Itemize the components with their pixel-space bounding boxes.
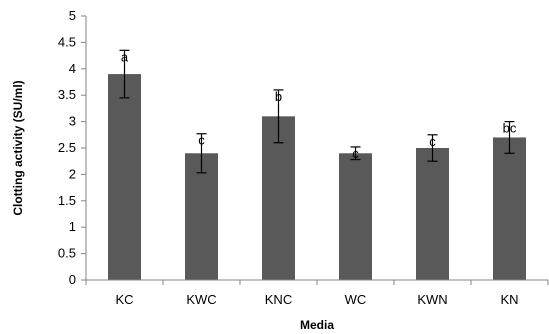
bar-wc: [339, 153, 372, 280]
y-tick-label: 0: [69, 272, 76, 287]
y-axis-title: Clotting activity (SU/ml): [11, 80, 25, 215]
error-bar-kwn: [427, 134, 438, 162]
significance-label: c: [352, 146, 359, 161]
y-tick-label: 0.5: [58, 246, 76, 261]
significance-label: c: [198, 133, 205, 148]
bar-kwc: [185, 153, 218, 280]
error-bar-kwc: [196, 133, 207, 174]
category-label: KC: [115, 292, 133, 307]
y-tick-label: 5: [69, 8, 76, 23]
error-bar-kn: [504, 120, 515, 154]
x-axis-title: Media: [300, 318, 334, 332]
category-label: KWC: [186, 292, 216, 307]
category-labels: KC KWC KNC WC KWN KN: [115, 292, 518, 307]
category-label: KWN: [417, 292, 447, 307]
bar-kn: [493, 137, 526, 280]
bar-kc: [108, 74, 141, 280]
bar-kwn: [416, 148, 449, 280]
error-bar-kc: [119, 49, 130, 99]
significance-label: b: [275, 89, 282, 104]
error-bar-knc: [273, 89, 284, 144]
y-tick-label: 4.5: [58, 34, 76, 49]
y-tick-label: 2.5: [58, 140, 76, 155]
y-tick-label: 4: [69, 61, 76, 76]
bar-knc: [262, 116, 295, 280]
y-tick-label: 3.5: [58, 87, 76, 102]
bars: [108, 74, 526, 280]
y-axis-ticks: 0 0.5 1 1.5 2 2.5 3 3.5 4 4.5 5: [58, 8, 549, 287]
y-tick-label: 2: [69, 166, 76, 181]
error-bar-wc: [350, 146, 361, 161]
category-label: KNC: [265, 292, 292, 307]
y-tick-label: 1: [69, 219, 76, 234]
category-label: WC: [345, 292, 367, 307]
category-label: KN: [500, 292, 518, 307]
y-tick-label: 1.5: [58, 193, 76, 208]
significance-label: a: [121, 49, 129, 64]
y-tick-label: 3: [69, 114, 76, 129]
significance-label: c: [429, 134, 436, 149]
error-bars: [119, 49, 515, 174]
significance-label: bc: [503, 121, 517, 136]
